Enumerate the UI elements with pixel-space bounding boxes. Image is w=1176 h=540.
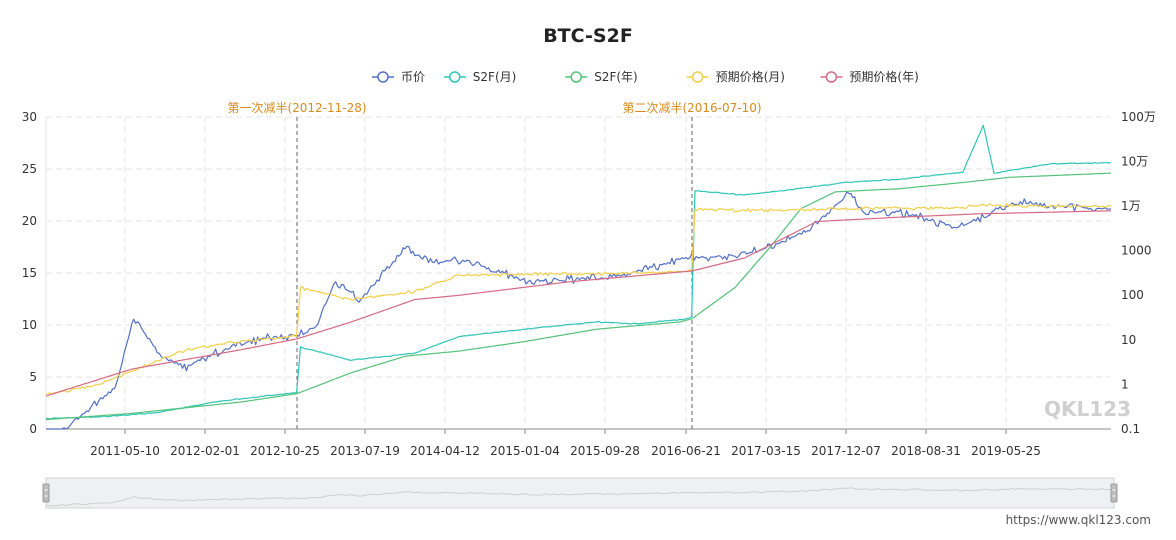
legend-label: S2F(年) — [594, 70, 638, 84]
series-line-5 — [45, 210, 1112, 397]
x-tick-label: 2012-02-01 — [170, 444, 240, 458]
x-tick-label: 2019-05-25 — [971, 444, 1041, 458]
zoom-handle-grip[interactable] — [1110, 483, 1118, 503]
left-tick-label: 30 — [22, 110, 37, 124]
zoom-selection[interactable] — [46, 478, 1114, 508]
legend-label: 预期价格(年) — [849, 69, 918, 84]
right-tick-label: 100 — [1121, 288, 1144, 302]
zoom-handle-grip[interactable] — [42, 483, 50, 503]
legend-item-3[interactable]: S2F(年) — [565, 70, 638, 84]
x-tick-label: 2013-07-19 — [330, 444, 400, 458]
right-y-axis: 0.1 1 10 100 1000 1万 10万 100万 — [1121, 110, 1156, 436]
gridlines — [45, 116, 1111, 430]
x-tick-label: 2017-12-07 — [811, 444, 881, 458]
halving-annotations: 第一次减半(2012-11-28) 第二次减半(2016-07-10) — [227, 101, 762, 429]
legend-swatch-marker — [570, 71, 582, 83]
legend-swatch-marker — [691, 71, 704, 83]
legend-item-5[interactable]: 预期价格(年) — [820, 69, 919, 84]
right-tick-label: 100万 — [1121, 110, 1156, 124]
right-tick-label: 1万 — [1121, 199, 1141, 213]
data-zoom-slider[interactable] — [42, 477, 1118, 509]
x-tick-label: 2017-03-15 — [731, 444, 801, 458]
legend-label: 币价 — [401, 70, 425, 84]
legend-label: S2F(月) — [473, 70, 517, 84]
source-url: https://www.qkl123.com — [1006, 513, 1151, 527]
zoom-handle-right[interactable] — [1110, 483, 1118, 503]
x-axis: 2011-05-10 2012-02-01 2012-10-25 2013-07-19… — [90, 429, 1041, 458]
x-tick-label: 2015-09-28 — [570, 444, 640, 458]
x-tick-label: 2012-10-25 — [250, 444, 320, 458]
series-line-1 — [46, 191, 1112, 430]
x-tick-label: 2015-01-04 — [490, 444, 560, 458]
right-tick-label: 10万 — [1121, 154, 1148, 168]
x-tick-label: 2011-05-10 — [90, 444, 160, 458]
zoom-preview-line — [45, 487, 1110, 507]
legend-swatch-marker — [449, 71, 461, 83]
x-tick-label: 2018-08-31 — [891, 444, 961, 458]
right-tick-label: 0.1 — [1121, 422, 1140, 436]
right-tick-label: 10 — [1121, 333, 1136, 347]
legend-label: 预期价格(月) — [716, 69, 785, 84]
zoom-handle-left[interactable] — [42, 483, 50, 503]
series-line-3 — [45, 172, 1111, 421]
zoom-track[interactable] — [45, 477, 1115, 509]
legend-swatch-marker — [377, 71, 389, 83]
halving-label: 第二次减半(2016-07-10) — [622, 101, 761, 115]
left-tick-label: 15 — [22, 266, 37, 280]
x-tick-label: 2014-04-12 — [410, 444, 480, 458]
legend-item-2[interactable]: S2F(月) — [443, 70, 517, 84]
legend: 币价 S2F(月) S2F(年) 预期价格(月) 预期价格(年) — [372, 69, 919, 84]
watermark: QKL123 — [1044, 397, 1131, 421]
series-lines — [45, 124, 1112, 430]
legend-item-4[interactable]: 预期价格(月) — [686, 69, 785, 84]
left-tick-label: 10 — [22, 318, 37, 332]
left-tick-label: 20 — [22, 214, 37, 228]
series-line-4 — [45, 203, 1112, 396]
halving-label: 第一次减半(2012-11-28) — [227, 101, 366, 115]
left-tick-label: 0 — [29, 422, 37, 436]
chart-title: BTC-S2F — [543, 25, 633, 47]
legend-swatch-marker — [825, 71, 838, 83]
legend-item-1[interactable]: 币价 — [372, 70, 425, 84]
right-tick-label: 1 — [1121, 377, 1129, 391]
watermark-text: QKL123 — [1044, 397, 1131, 421]
right-tick-label: 1000 — [1121, 244, 1152, 258]
x-tick-label: 2016-06-21 — [651, 444, 721, 458]
left-tick-label: 25 — [22, 162, 37, 176]
left-tick-label: 5 — [29, 370, 37, 384]
series-line-2 — [45, 124, 1112, 420]
left-y-axis: 0 5 10 15 20 25 30 — [22, 110, 37, 436]
